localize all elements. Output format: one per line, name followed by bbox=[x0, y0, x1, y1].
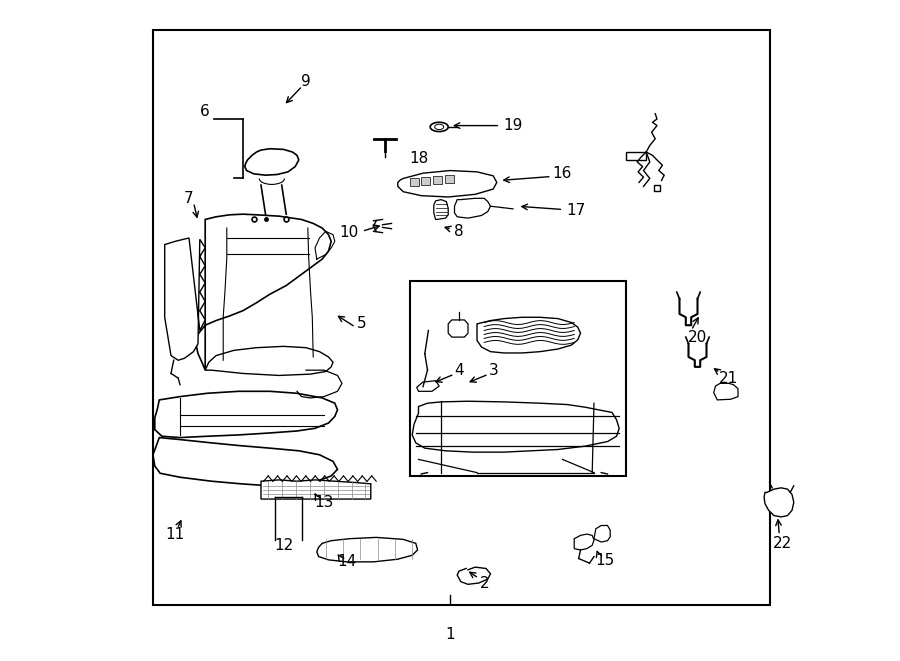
Polygon shape bbox=[412, 401, 619, 452]
Text: 20: 20 bbox=[688, 330, 707, 344]
Text: 11: 11 bbox=[165, 527, 184, 541]
Polygon shape bbox=[165, 238, 205, 360]
Text: 4: 4 bbox=[454, 363, 464, 377]
Text: 8: 8 bbox=[454, 224, 464, 239]
Polygon shape bbox=[261, 480, 371, 499]
Polygon shape bbox=[574, 534, 594, 550]
Bar bbox=[433, 176, 442, 184]
Polygon shape bbox=[153, 438, 338, 486]
Text: 9: 9 bbox=[302, 74, 310, 89]
Text: 1: 1 bbox=[446, 627, 454, 642]
Text: 3: 3 bbox=[489, 363, 498, 377]
Bar bbox=[421, 177, 430, 185]
Polygon shape bbox=[155, 391, 338, 438]
Polygon shape bbox=[398, 171, 497, 197]
Text: 14: 14 bbox=[337, 555, 356, 569]
Text: 10: 10 bbox=[339, 225, 359, 240]
Polygon shape bbox=[594, 525, 610, 542]
Bar bbox=[410, 178, 418, 186]
Polygon shape bbox=[434, 200, 448, 219]
Polygon shape bbox=[454, 198, 490, 218]
Polygon shape bbox=[196, 214, 331, 370]
Polygon shape bbox=[626, 152, 646, 160]
Polygon shape bbox=[245, 149, 299, 175]
Text: 6: 6 bbox=[201, 104, 210, 118]
Text: 2: 2 bbox=[480, 576, 489, 590]
Polygon shape bbox=[417, 381, 439, 391]
Text: 15: 15 bbox=[595, 553, 615, 568]
Polygon shape bbox=[764, 488, 794, 517]
Bar bbox=[410, 281, 626, 476]
Polygon shape bbox=[205, 346, 333, 375]
Text: 21: 21 bbox=[719, 371, 739, 385]
Text: 22: 22 bbox=[773, 536, 793, 551]
Bar bbox=[153, 30, 770, 605]
Text: 18: 18 bbox=[409, 151, 428, 166]
Text: 5: 5 bbox=[357, 317, 366, 331]
Text: 19: 19 bbox=[503, 118, 523, 133]
Polygon shape bbox=[714, 383, 738, 400]
Text: 7: 7 bbox=[184, 191, 194, 206]
Text: 17: 17 bbox=[566, 203, 586, 217]
Bar bbox=[445, 175, 454, 183]
Polygon shape bbox=[317, 537, 418, 562]
Text: 13: 13 bbox=[314, 495, 334, 510]
Polygon shape bbox=[477, 317, 580, 353]
Polygon shape bbox=[448, 320, 468, 337]
Text: 16: 16 bbox=[553, 167, 572, 181]
Text: 12: 12 bbox=[274, 538, 293, 553]
